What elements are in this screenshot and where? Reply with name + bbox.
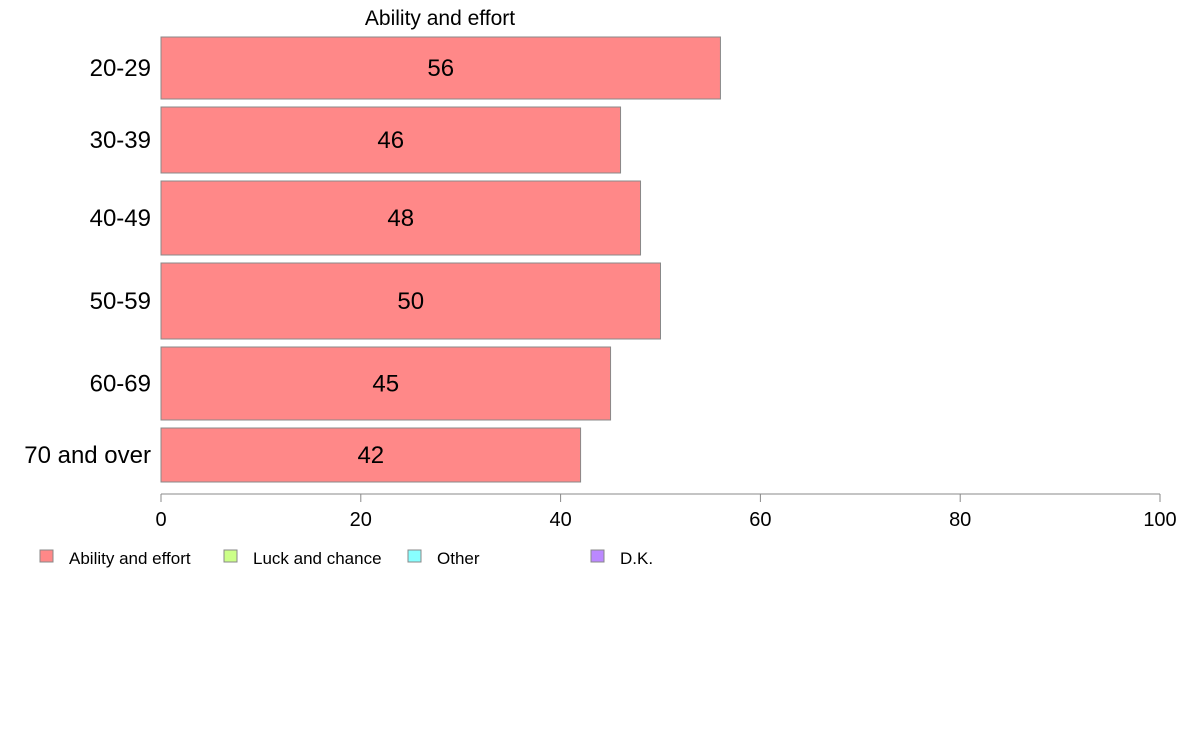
data-label: 46 (377, 127, 404, 154)
x-axis: 0 20 40 60 80 100 (155, 493, 1177, 531)
bar-60-69 (160, 346, 612, 421)
legend-label: Ability and effort (69, 549, 191, 568)
data-label: 48 (387, 205, 414, 232)
data-label: 56 (427, 55, 454, 82)
category-label: 40-49 (90, 205, 151, 232)
bar-20-29 (160, 36, 721, 100)
legend-label: Luck and chance (253, 549, 382, 568)
x-tick-label: 80 (949, 509, 971, 531)
category-label: 50-59 (90, 288, 151, 315)
x-tick-label: 100 (1143, 509, 1176, 531)
legend-swatch (223, 549, 238, 563)
legend-swatch (39, 549, 54, 563)
bar-70-and-over (160, 427, 582, 483)
x-tick-label: 60 (749, 509, 771, 531)
category-label: 60-69 (90, 371, 151, 398)
category-label: 30-39 (90, 127, 151, 154)
category-label: 20-29 (90, 55, 151, 82)
x-tick-label: 40 (549, 509, 571, 531)
chart-title: Ability and effort (365, 7, 515, 30)
legend-swatch (590, 549, 605, 563)
x-tick-label: 0 (155, 509, 166, 531)
legend-swatch (407, 549, 422, 563)
legend: Ability and effort Luck and chance Other D.… (39, 549, 653, 568)
legend-label: D.K. (620, 549, 653, 568)
category-label: 70 and over (24, 442, 151, 469)
data-label: 42 (357, 442, 384, 469)
data-label: 50 (397, 288, 424, 315)
bars-layer: 56 20-29 46 30-39 48 40-49 50 50-59 45 60-69 42 70 … (24, 36, 721, 483)
x-tick-label: 20 (350, 509, 372, 531)
bar-50-59 (160, 262, 661, 340)
data-label: 45 (372, 371, 399, 398)
bar-30-39 (160, 106, 622, 174)
legend-label: Other (437, 549, 480, 568)
bar-40-49 (160, 180, 642, 256)
